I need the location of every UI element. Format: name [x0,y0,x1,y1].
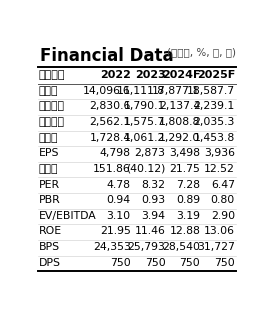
Text: 12.88: 12.88 [169,226,200,236]
Text: 4,798: 4,798 [100,148,131,158]
Text: 3,936: 3,936 [204,148,235,158]
Text: 1,453.8: 1,453.8 [194,133,235,143]
Text: 750: 750 [179,258,200,268]
Text: PER: PER [38,179,60,189]
Text: 7.28: 7.28 [176,179,200,189]
Text: 2,562.1: 2,562.1 [89,117,131,127]
Text: 750: 750 [145,258,165,268]
Text: 3.94: 3.94 [142,211,165,221]
Text: 750: 750 [110,258,131,268]
Text: 1,728.4: 1,728.4 [89,133,131,143]
Text: 21.75: 21.75 [169,164,200,174]
Text: 2,873: 2,873 [134,148,165,158]
Text: 151.86: 151.86 [93,164,131,174]
Text: DPS: DPS [38,258,61,268]
Text: 2023: 2023 [135,70,165,80]
Text: 투자지표: 투자지표 [38,70,65,80]
Text: 2,137.4: 2,137.4 [159,101,200,112]
Text: (40.12): (40.12) [126,164,165,174]
Text: 21.95: 21.95 [100,226,131,236]
Text: 매출액: 매출액 [38,86,58,96]
Text: 24,353: 24,353 [93,242,131,252]
Text: 8.32: 8.32 [142,179,165,189]
Text: 2025F: 2025F [197,70,235,80]
Text: 750: 750 [214,258,235,268]
Text: Financial Data: Financial Data [40,47,173,65]
Text: 2,830.6: 2,830.6 [89,101,131,112]
Text: 11.46: 11.46 [135,226,165,236]
Text: 2,035.3: 2,035.3 [194,117,235,127]
Text: 0.93: 0.93 [141,195,165,205]
Text: 1,061.2: 1,061.2 [124,133,165,143]
Text: 0.94: 0.94 [107,195,131,205]
Text: 1,790.1: 1,790.1 [124,101,165,112]
Text: 14,096.1: 14,096.1 [83,86,131,96]
Text: 6.47: 6.47 [211,179,235,189]
Text: BPS: BPS [38,242,60,252]
Text: 1,575.7: 1,575.7 [124,117,165,127]
Text: 증감율: 증감율 [38,164,58,174]
Text: 17,877.1: 17,877.1 [152,86,200,96]
Text: 3,498: 3,498 [169,148,200,158]
Text: 4.78: 4.78 [107,179,131,189]
Text: 0.80: 0.80 [211,195,235,205]
Text: EV/EBITDA: EV/EBITDA [38,211,96,221]
Text: PBR: PBR [38,195,60,205]
Text: 순이익: 순이익 [38,133,58,143]
Text: 13.06: 13.06 [204,226,235,236]
Text: 2.90: 2.90 [211,211,235,221]
Text: 2,239.1: 2,239.1 [194,101,235,112]
Text: 28,540: 28,540 [162,242,200,252]
Text: 25,793: 25,793 [128,242,165,252]
Text: 세전이익: 세전이익 [38,117,65,127]
Text: ROE: ROE [38,226,62,236]
Text: 1,808.8: 1,808.8 [159,117,200,127]
Text: 12.52: 12.52 [204,164,235,174]
Text: 16,111.8: 16,111.8 [117,86,165,96]
Text: 3.19: 3.19 [176,211,200,221]
Text: 1,292.0: 1,292.0 [159,133,200,143]
Text: 3.10: 3.10 [107,211,131,221]
Text: 2022: 2022 [100,70,131,80]
Text: EPS: EPS [38,148,59,158]
Text: 0.89: 0.89 [176,195,200,205]
Text: 영업이익: 영업이익 [38,101,65,112]
Text: 31,727: 31,727 [197,242,235,252]
Text: 2024F: 2024F [162,70,200,80]
Text: (십억원, %, 배, 원): (십억원, %, 배, 원) [167,47,236,57]
Text: 18,587.7: 18,587.7 [187,86,235,96]
